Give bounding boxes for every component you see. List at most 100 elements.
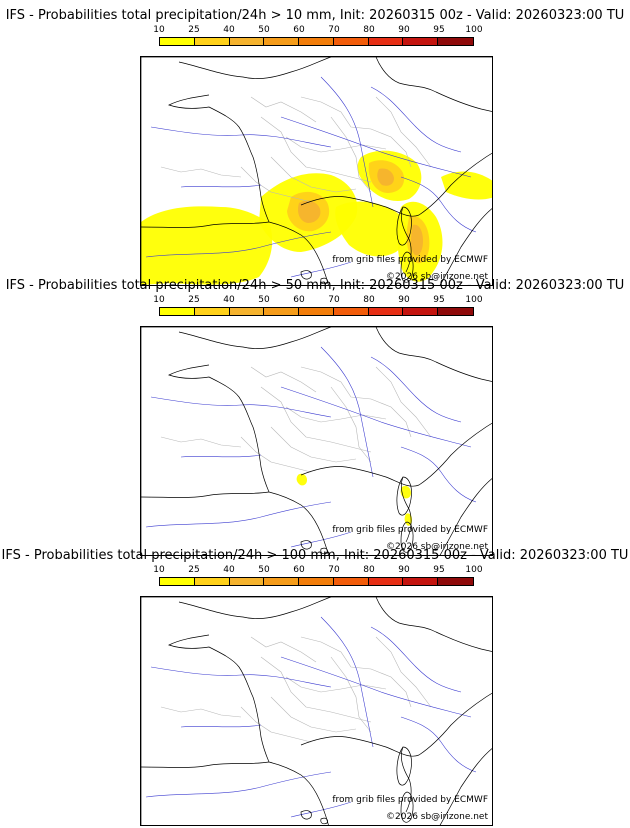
colorbar-tick-label: 90 <box>398 565 410 575</box>
island-balearic <box>320 277 328 285</box>
admin-border <box>375 96 432 168</box>
admin-border <box>160 706 242 718</box>
colorbar-tick-label: 100 <box>465 25 483 35</box>
river <box>180 454 262 458</box>
island-balearic <box>300 810 312 820</box>
river <box>280 116 472 178</box>
colorbar-tick-label: 50 <box>258 295 270 305</box>
island-sardinia <box>400 251 414 283</box>
coastline <box>141 221 270 228</box>
admin-borders <box>160 636 432 743</box>
admin-border <box>330 116 372 193</box>
colorbar-swatch <box>160 308 195 315</box>
river <box>400 716 477 773</box>
admin-border <box>240 166 312 203</box>
colorbar-swatch <box>333 578 369 585</box>
colorbar-swatch <box>368 38 404 45</box>
probability-area <box>298 200 321 223</box>
colorbar-tick-label: 95 <box>433 25 445 35</box>
probability-area <box>377 168 394 186</box>
river <box>280 656 472 718</box>
colorbar-swatch <box>194 308 230 315</box>
island-balearic <box>320 547 328 555</box>
island-sardinia <box>400 791 414 823</box>
colorbar-tick-label: 70 <box>328 295 340 305</box>
colorbar-swatch <box>299 308 334 315</box>
colorbar-swatch <box>299 578 334 585</box>
colorbar-swatch <box>368 308 404 315</box>
colorbar: 10 25 40 50 60 70 80 90 95 100 <box>153 25 483 55</box>
probability-area <box>296 473 307 486</box>
coastline <box>375 327 492 382</box>
island-corsica <box>396 746 412 786</box>
admin-border <box>270 156 357 193</box>
coastline <box>375 57 492 112</box>
admin-border <box>270 426 357 463</box>
probability-layer <box>296 473 412 526</box>
coastline <box>141 327 492 555</box>
colorbar-tick-label: 90 <box>398 25 410 35</box>
colorbar-tick-label: 60 <box>293 565 305 575</box>
coastline <box>168 634 270 763</box>
river <box>320 76 374 208</box>
colorbar-tick-label: 80 <box>363 295 375 305</box>
panel-50mm: IFS - Probabilities total precipitation/… <box>0 278 630 556</box>
colorbar-swatch <box>403 308 439 315</box>
admin-borders <box>160 96 432 203</box>
coastline <box>375 597 492 652</box>
coastline <box>268 761 329 825</box>
island-corsica <box>396 206 412 246</box>
colorbar-swatch <box>438 578 474 585</box>
river <box>150 666 332 688</box>
probability-area <box>141 206 273 285</box>
colorbar-swatch <box>438 308 474 315</box>
colorbar-tick-label: 70 <box>328 565 340 575</box>
admin-border <box>260 116 372 183</box>
colorbar-swatch <box>194 578 230 585</box>
map: from grib files provided by ECMWF ©2026 … <box>140 326 493 556</box>
colorbar-tick-label: 25 <box>188 295 200 305</box>
river <box>150 126 332 148</box>
panel-title: IFS - Probabilities total precipitation/… <box>5 278 625 293</box>
probability-area <box>400 485 411 499</box>
coastlines <box>141 57 492 285</box>
colorbar-tick-label: 80 <box>363 565 375 575</box>
colorbar-labels: 10 25 40 50 60 70 80 90 95 100 <box>153 25 482 37</box>
river <box>180 724 262 728</box>
coastline <box>418 422 492 486</box>
river <box>400 446 477 503</box>
colorbar-swatch <box>403 578 439 585</box>
admin-border <box>330 386 372 463</box>
river <box>145 501 332 528</box>
coastline <box>168 94 270 223</box>
probability-area <box>441 171 492 200</box>
colorbar-swatch <box>229 308 265 315</box>
admin-border <box>300 636 412 708</box>
colorbar-swatch <box>264 308 300 315</box>
coastline <box>439 208 492 285</box>
coastline <box>401 206 412 273</box>
colorbar-swatch <box>299 38 334 45</box>
river <box>150 396 332 418</box>
map-canvas <box>141 597 492 825</box>
rivers <box>145 76 477 278</box>
admin-border <box>250 366 317 393</box>
colorbar-swatch <box>229 38 265 45</box>
colorbar-swatch <box>438 38 474 45</box>
probability-area <box>404 513 412 526</box>
colorbar-swatch <box>160 578 195 585</box>
colorbar-tick-label: 10 <box>153 565 165 575</box>
colorbar-tick-label: 40 <box>223 295 235 305</box>
island-balearic <box>300 540 312 550</box>
river <box>290 531 352 548</box>
colorbar: 10 25 40 50 60 70 80 90 95 100 <box>153 295 483 325</box>
credit-copyright: ©2026 sb@irizone.net <box>386 272 488 282</box>
colorbar-swatch <box>403 38 439 45</box>
admin-border <box>300 96 412 168</box>
coastline <box>418 152 492 216</box>
credit-source: from grib files provided by ECMWF <box>332 525 488 535</box>
coastline <box>178 327 332 349</box>
colorbar-swatches <box>159 307 474 316</box>
colorbar-tick-label: 70 <box>328 25 340 35</box>
coastline <box>178 597 332 619</box>
